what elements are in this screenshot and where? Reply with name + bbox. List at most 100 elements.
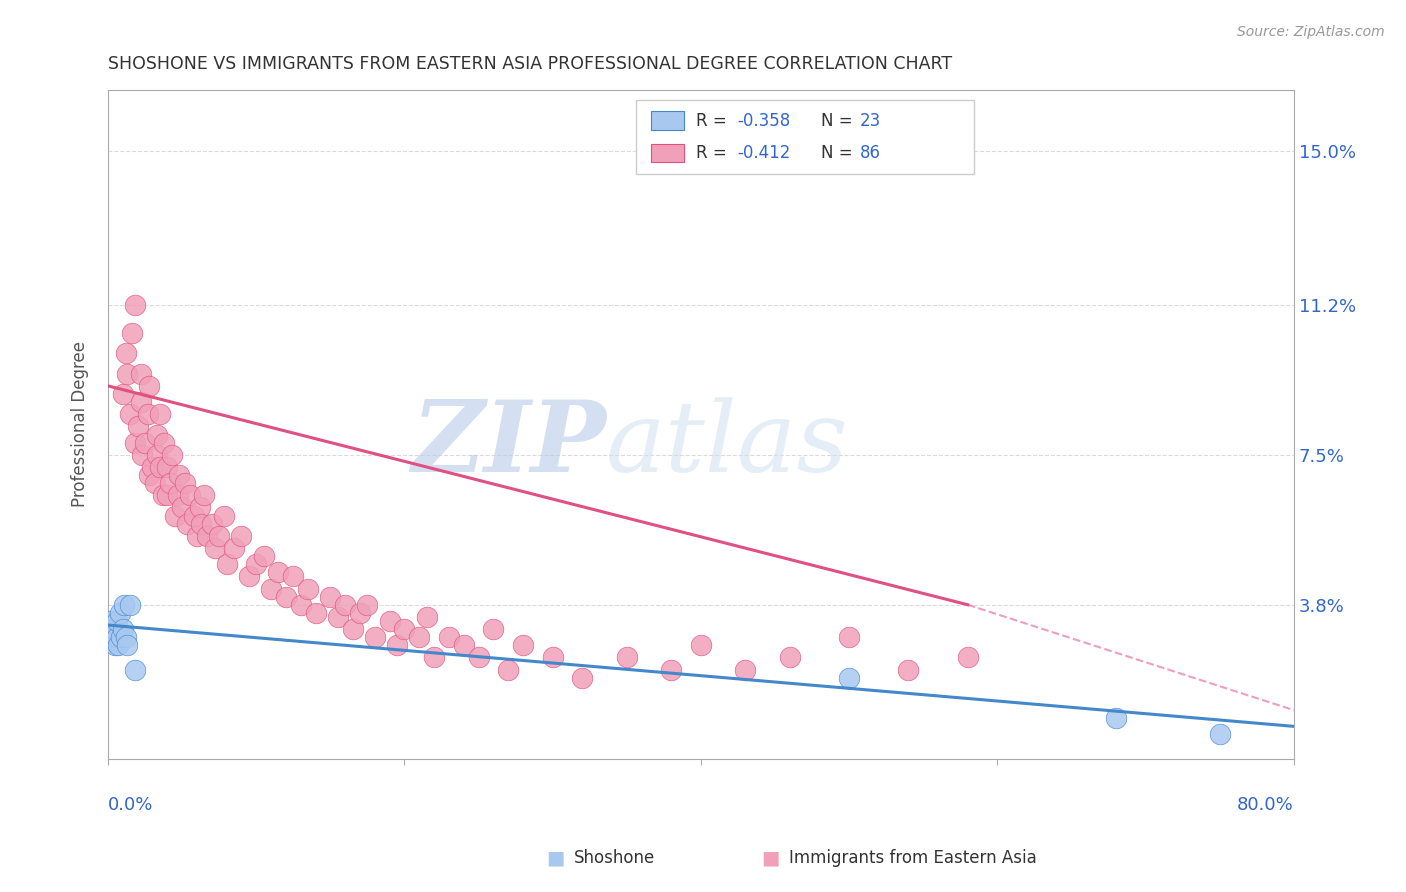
Point [467,650,489,665]
Point [160,448,183,462]
Point [124,435,146,450]
Point [283,569,305,583]
Point [349,606,371,620]
Text: -0.358: -0.358 [738,112,792,129]
Text: ZIP: ZIP [411,396,606,492]
Text: R =: R = [696,144,733,162]
Point [117,367,139,381]
Point [174,476,197,491]
Point [124,298,146,312]
Point [138,379,160,393]
Point [571,671,593,685]
Point [304,606,326,620]
Point [260,582,283,596]
Point [167,468,190,483]
FancyBboxPatch shape [651,144,685,162]
Point [146,427,169,442]
Point [104,638,127,652]
Point [512,638,534,652]
Point [103,618,125,632]
Text: 80.0%: 80.0% [1237,796,1294,814]
Point [319,590,342,604]
Point [496,663,519,677]
Point [172,500,194,515]
Point [734,663,756,677]
Y-axis label: Professional Degree: Professional Degree [72,342,89,508]
Text: N =: N = [821,112,858,129]
Text: 86: 86 [860,144,880,162]
Point [105,630,128,644]
Text: Source: ZipAtlas.com: Source: ZipAtlas.com [1237,25,1385,39]
Point [364,630,387,644]
Point [193,488,215,502]
Text: 23: 23 [860,112,882,129]
Point [267,566,290,580]
Point [408,630,430,644]
Point [121,326,143,341]
Point [138,468,160,483]
Point [141,459,163,474]
Point [156,459,179,474]
Point [108,606,131,620]
Point [124,663,146,677]
Text: ■: ■ [761,848,780,868]
Point [117,638,139,652]
Point [204,541,226,555]
Point [423,650,446,665]
Point [127,419,149,434]
Point [159,476,181,491]
Point [616,650,638,665]
Point [105,614,128,628]
FancyBboxPatch shape [636,100,974,174]
Point [131,448,153,462]
Text: SHOSHONE VS IMMIGRANTS FROM EASTERN ASIA PROFESSIONAL DEGREE CORRELATION CHART: SHOSHONE VS IMMIGRANTS FROM EASTERN ASIA… [108,55,952,73]
Point [201,516,224,531]
Text: Shoshone: Shoshone [574,849,655,867]
Point [238,569,260,583]
Point [129,367,152,381]
Point [659,663,682,677]
Point [100,618,122,632]
Point [98,622,121,636]
Point [897,663,920,677]
Point [342,622,364,636]
Point [120,598,142,612]
Point [152,488,174,502]
Point [215,558,238,572]
Point [541,650,564,665]
Text: atlas: atlas [606,397,849,492]
Point [103,634,125,648]
Point [690,638,713,652]
Point [179,488,201,502]
Text: 0.0%: 0.0% [108,796,153,814]
Point [482,622,505,636]
Point [114,346,136,360]
Text: N =: N = [821,144,858,162]
Point [415,610,437,624]
Text: ■: ■ [546,848,565,868]
Point [453,638,475,652]
Point [956,650,979,665]
Point [129,395,152,409]
Point [112,598,135,612]
Point [176,516,198,531]
Point [166,488,188,502]
Point [186,529,208,543]
Point [378,614,401,628]
Point [437,630,460,644]
Point [1105,711,1128,725]
Point [188,500,211,515]
Point [110,630,132,644]
Point [101,630,124,644]
Point [107,638,129,652]
Point [253,549,276,563]
Point [385,638,408,652]
Point [231,529,253,543]
Point [114,630,136,644]
Point [297,582,319,596]
Point [333,598,356,612]
Point [290,598,312,612]
Point [104,622,127,636]
Point [245,558,267,572]
Point [111,622,134,636]
